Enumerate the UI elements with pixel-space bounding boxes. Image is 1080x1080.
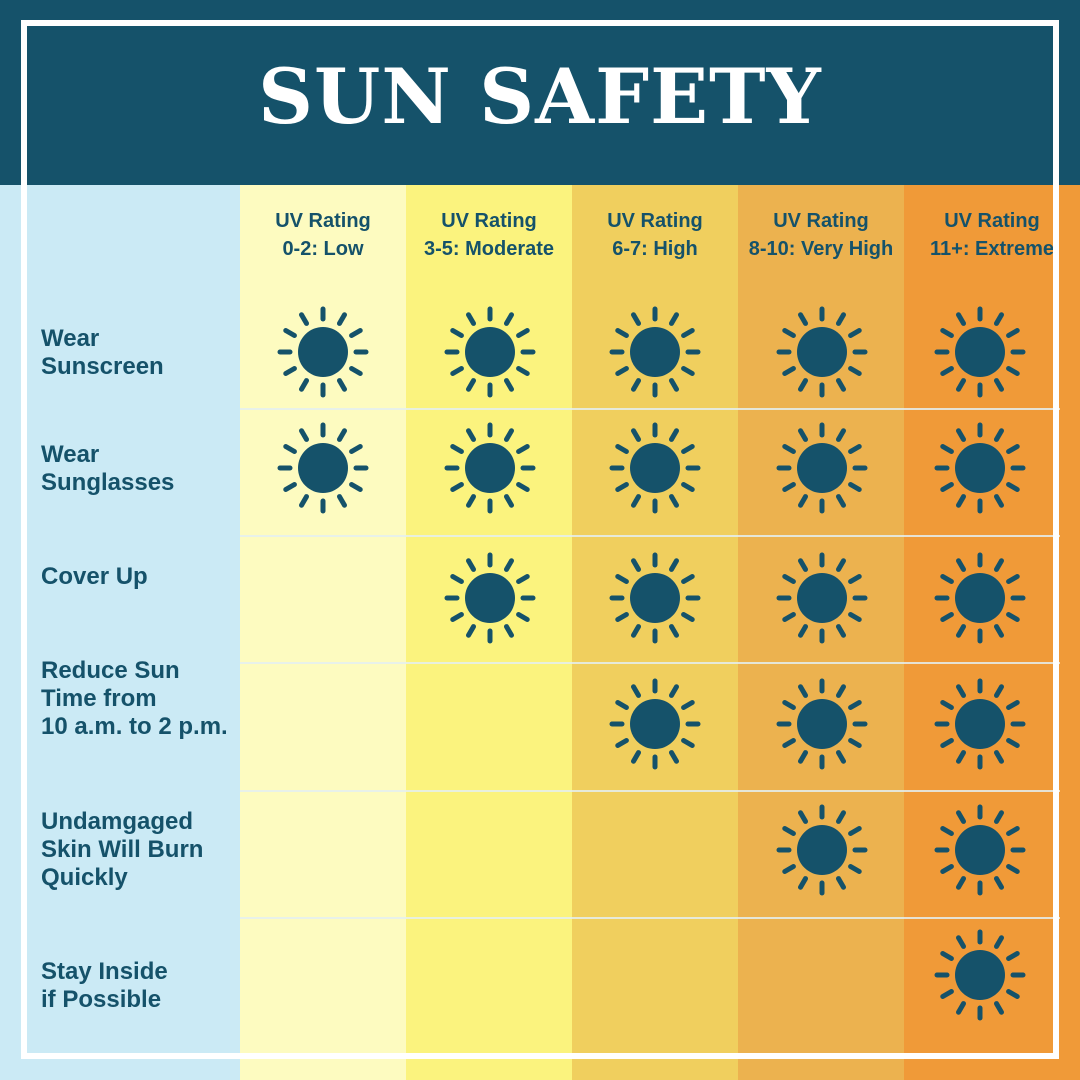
sun-icon	[444, 552, 536, 644]
sun-icon	[934, 422, 1026, 514]
row-label-line: Sunglasses	[41, 469, 175, 496]
column-header-line1: UV Rating	[944, 210, 1040, 232]
row-label: Wear Sunscreen	[41, 325, 236, 381]
column-header-line1: UV Rating	[441, 210, 537, 232]
row-label-line: 10 a.m. to 2 p.m.	[41, 713, 228, 740]
column-header: UV Rating 3-5: Moderate	[406, 207, 572, 263]
row-label: Undamgaged Skin Will Burn Quickly	[41, 808, 236, 892]
column-header-line2: 11+: Extreme	[930, 238, 1054, 260]
row-label-line: Wear	[41, 325, 100, 352]
column-header-line2: 6-7: High	[612, 238, 698, 260]
row-label-line: Quickly	[41, 864, 128, 891]
sun-icon	[934, 678, 1026, 770]
sun-icon	[277, 306, 369, 398]
sun-icon	[776, 804, 868, 896]
column-header-line2: 8-10: Very High	[748, 238, 894, 260]
sun-icon	[934, 552, 1026, 644]
sun-icon	[609, 422, 701, 514]
sun-icon	[609, 678, 701, 770]
row-label: Cover Up	[41, 563, 236, 591]
column-header: UV Rating 0-2: Low	[240, 207, 406, 263]
row-divider	[240, 662, 1060, 664]
column-header: UV Rating 8-10: Very High	[738, 207, 904, 263]
sun-icon	[444, 422, 536, 514]
sun-icon	[934, 306, 1026, 398]
header-banner: SUN SAFETY	[0, 0, 1080, 185]
row-label: Reduce Sun Time from 10 a.m. to 2 p.m.	[41, 657, 236, 741]
sun-icon	[776, 678, 868, 770]
column-header-line1: UV Rating	[607, 210, 703, 232]
column-header-line2: 3-5: Moderate	[423, 238, 555, 260]
sun-icon	[609, 306, 701, 398]
row-label-line: Sunscreen	[41, 353, 164, 380]
column-header: UV Rating 6-7: High	[572, 207, 738, 263]
row-divider	[240, 917, 1060, 919]
row-label-line: Cover Up	[41, 563, 148, 590]
sun-icon	[934, 929, 1026, 1021]
sun-icon	[934, 804, 1026, 896]
column-header-line1: UV Rating	[773, 210, 869, 232]
row-divider	[240, 790, 1060, 792]
sun-icon	[277, 422, 369, 514]
row-divider	[240, 408, 1060, 410]
sun-icon	[444, 306, 536, 398]
column-header-line2: 0-2: Low	[282, 238, 364, 260]
row-label: Wear Sunglasses	[41, 441, 236, 497]
sun-icon	[776, 552, 868, 644]
row-label-line: if Possible	[41, 986, 162, 1013]
row-label: Stay Inside if Possible	[41, 958, 236, 1014]
sun-icon	[776, 422, 868, 514]
column-header: UV Rating 11+: Extreme	[904, 207, 1080, 263]
row-divider	[240, 535, 1060, 537]
label-column	[0, 185, 240, 1080]
row-label-line: Reduce Sun	[41, 657, 180, 684]
row-label-line: Stay Inside	[41, 958, 168, 985]
sun-icon	[776, 306, 868, 398]
sun-icon	[609, 552, 701, 644]
row-label-line: Undamgaged	[41, 808, 194, 835]
row-label-line: Time from	[41, 685, 157, 712]
row-label-line: Wear	[41, 441, 100, 468]
row-label-line: Skin Will Burn	[41, 836, 204, 863]
column-header-line1: UV Rating	[275, 210, 371, 232]
page-title: SUN SAFETY	[258, 52, 822, 141]
